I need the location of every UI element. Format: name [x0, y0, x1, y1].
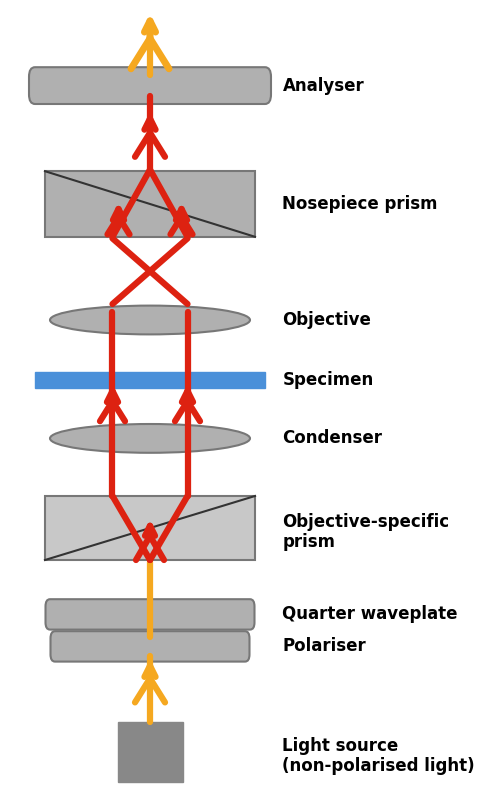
Text: Specimen: Specimen [282, 371, 374, 389]
Text: Nosepiece prism: Nosepiece prism [282, 195, 438, 213]
Ellipse shape [50, 424, 250, 453]
Text: Polariser: Polariser [282, 638, 366, 655]
Text: Analyser: Analyser [282, 77, 364, 94]
Text: Condenser: Condenser [282, 430, 382, 447]
FancyBboxPatch shape [29, 67, 271, 104]
Bar [118, 722, 182, 782]
Bar [45, 171, 255, 237]
Text: Light source
(non-polarised light): Light source (non-polarised light) [282, 737, 475, 775]
Bar [45, 496, 255, 560]
Text: Quarter waveplate: Quarter waveplate [282, 606, 458, 623]
Text: Objective: Objective [282, 311, 372, 329]
Bar [35, 372, 265, 388]
FancyBboxPatch shape [50, 631, 250, 662]
Ellipse shape [50, 306, 250, 334]
FancyBboxPatch shape [46, 599, 255, 630]
Text: Objective-specific
prism: Objective-specific prism [282, 513, 450, 551]
